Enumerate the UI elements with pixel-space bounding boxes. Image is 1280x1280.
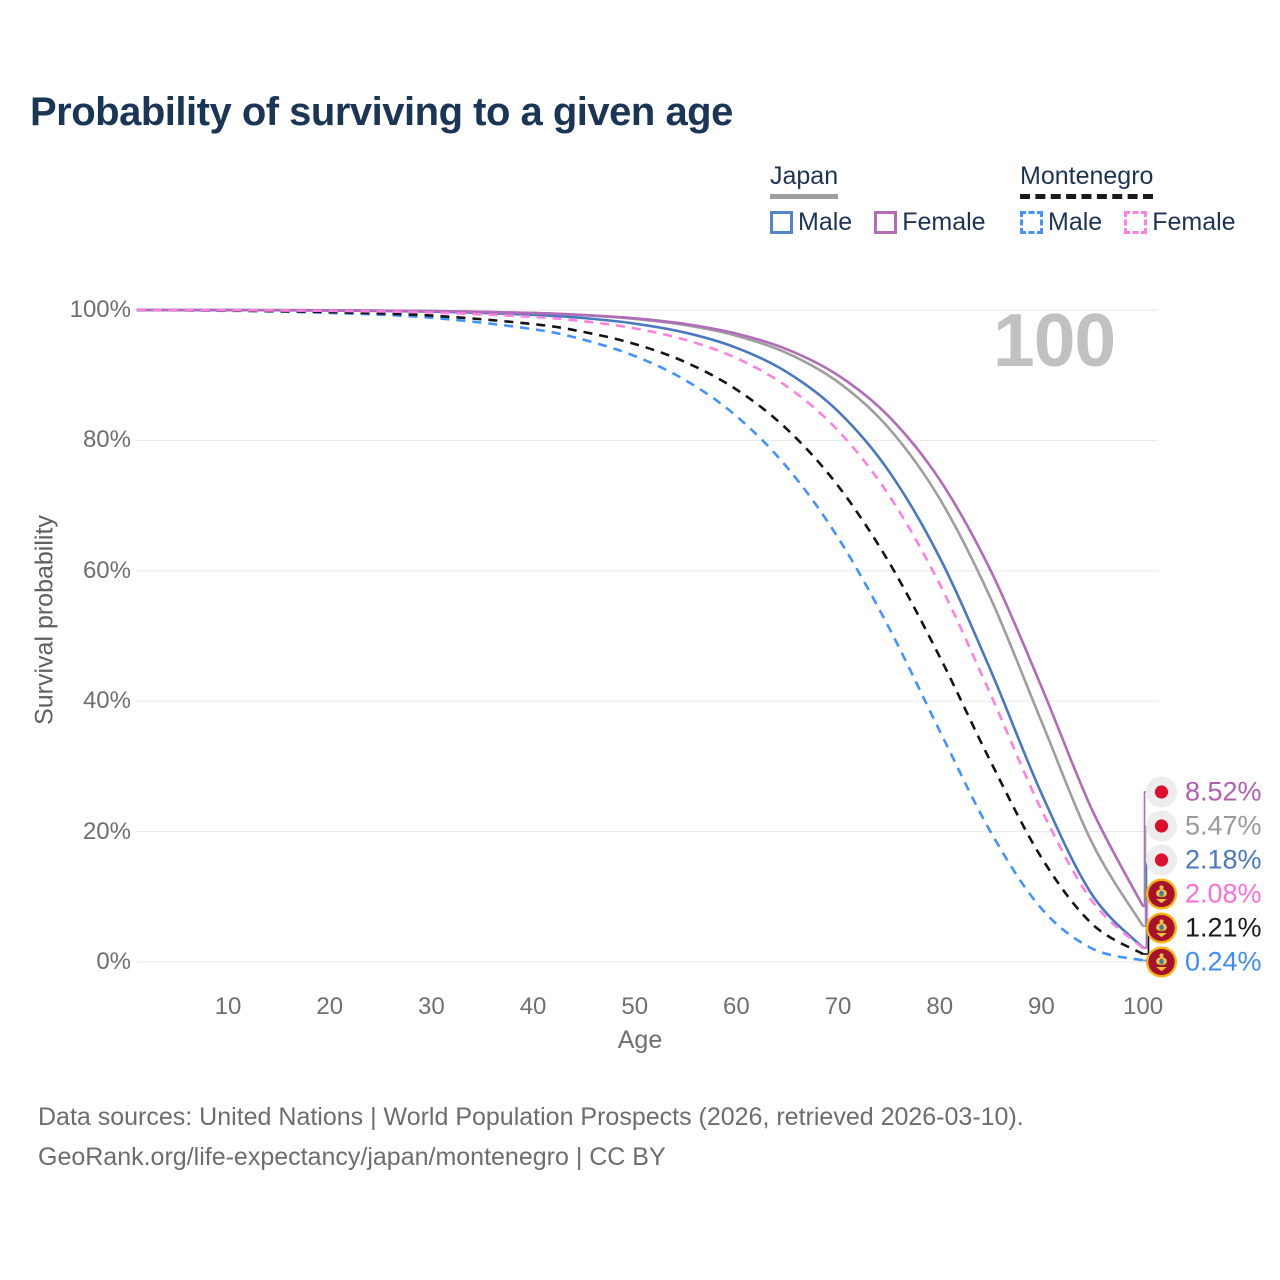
endpoint-value: 1.21% [1185,912,1262,943]
page-title: Probability of surviving to a given age [30,90,733,134]
x-tick: 30 [418,993,445,1020]
montenegro-female-label[interactable]: Female [1152,208,1236,236]
endpoint-connector [1143,791,1146,908]
series-line-montenegro-female [136,308,1144,950]
y-tick: 80% [82,426,131,454]
y-tick: 40% [82,687,131,715]
japan-flag-icon [1146,810,1177,842]
y-tick: 0% [96,948,131,975]
x-tick: 100 [1123,993,1164,1020]
hover-age-watermark: 100 [993,298,1116,382]
montenegro-flag-icon [1146,912,1177,944]
legend-group-japan: Japan Male Female [770,162,986,237]
endpoint-value: 2.18% [1185,844,1262,875]
endpoint-label-montenegro-male: 0.24% [1146,946,1262,978]
x-tick: 70 [824,993,852,1020]
endpoint-value: 0.24% [1185,946,1262,977]
y-tick: 60% [82,556,131,584]
x-tick: 60 [723,993,750,1020]
endpoint-label-japan-male: 2.18% [1146,844,1262,876]
series-line-japan-female [136,308,1145,908]
montenegro-male-label[interactable]: Male [1048,208,1103,236]
legend-country-japan[interactable]: Japan [770,162,839,199]
montenegro-female-checkbox[interactable] [1124,211,1148,234]
series-line-japan-male [136,308,1145,949]
japan-flag-icon [1146,844,1177,876]
legend-country-japan-label: Japan [770,162,839,190]
montenegro-flag-icon [1146,946,1177,978]
x-tick: 90 [1028,993,1055,1020]
endpoint-connector [1143,825,1147,928]
attribution-text: GeoRank.org/life-expectancy/japan/monten… [38,1143,666,1171]
japan-flag-icon [1146,776,1177,808]
endpoint-value: 2.08% [1185,878,1262,909]
montenegro-male-checkbox[interactable] [1020,211,1043,234]
japan-female-checkbox[interactable] [874,211,898,234]
japan-male-checkbox[interactable] [770,211,793,234]
x-tick: 40 [519,993,547,1020]
japan-female-label[interactable]: Female [902,208,986,236]
endpoint-value: 5.47% [1185,810,1262,841]
series-line-montenegro-male [136,308,1144,962]
endpoint-label-japan-both: 5.47% [1146,810,1262,842]
japan-male-label[interactable]: Male [798,208,853,236]
data-sources-text: Data sources: United Nations | World Pop… [38,1103,1024,1131]
legend-group-montenegro: Montenegro Male Female [1020,162,1236,237]
y-tick: 20% [82,817,131,845]
x-axis-title: Age [617,1026,663,1054]
series-line-montenegro-both-sexes [136,308,1144,956]
montenegro-flag-icon [1146,878,1177,910]
montenegro-combined-line-swatch [1020,194,1154,199]
endpoint-value: 8.52% [1185,776,1262,807]
x-tick: 50 [621,993,649,1020]
y-tick: 100% [69,296,131,323]
endpoint-label-japan-female: 8.52% [1146,776,1262,808]
legend-country-montenegro[interactable]: Montenegro [1020,162,1154,199]
legend-country-montenegro-label: Montenegro [1020,162,1154,190]
series-line-japan-both-sexes [136,308,1145,927]
x-tick: 80 [926,993,954,1020]
endpoint-label-montenegro-both: 1.21% [1146,912,1262,944]
x-tick: 20 [316,993,344,1020]
x-tick: 10 [214,993,242,1020]
japan-combined-line-swatch [770,194,839,199]
endpoint-label-montenegro-female: 2.08% [1146,878,1262,910]
